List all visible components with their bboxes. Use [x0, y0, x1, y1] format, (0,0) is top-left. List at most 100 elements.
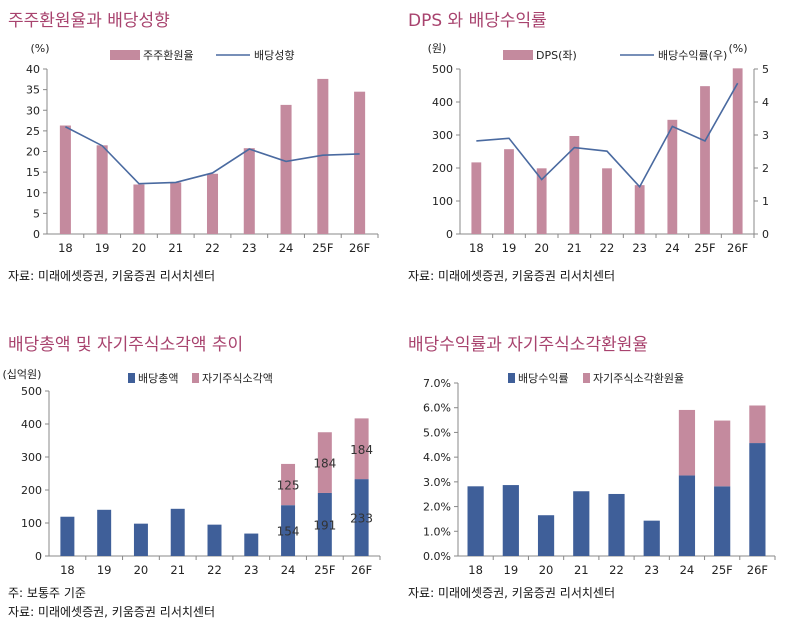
x-tick-label: 26F: [349, 241, 370, 255]
y2-unit-label: (%): [728, 42, 747, 55]
bar: [96, 145, 108, 234]
bar: [354, 418, 369, 480]
y-tick-label: 5.0%: [423, 426, 451, 439]
y2-tick-label: 3: [762, 129, 769, 142]
x-tick-label: 25F: [712, 563, 733, 577]
x-tick-label: 19: [95, 241, 110, 255]
bar: [206, 173, 219, 234]
bar: [504, 149, 514, 234]
data-label: 233: [350, 512, 373, 526]
chart1-source: 자료: 미래에셋증권, 키움증권 리서치센터: [8, 269, 215, 283]
x-tick-label: 26F: [351, 563, 372, 577]
bar: [244, 533, 259, 556]
data-label: 191: [313, 518, 336, 532]
y2-tick-label: 4: [762, 96, 769, 109]
y-tick-label: 10: [26, 187, 40, 200]
y-unit-label: (십억원): [3, 368, 42, 381]
bar: [317, 492, 332, 556]
bar: [60, 516, 75, 556]
bar: [97, 509, 112, 556]
bar: [573, 491, 590, 556]
bar: [678, 409, 696, 476]
y-tick-label: 300: [432, 129, 453, 142]
legend-label: 배당수익률(우): [658, 49, 727, 62]
bar: [749, 443, 766, 556]
y-unit-label: (원): [428, 42, 447, 55]
legend-swatch: [128, 373, 135, 383]
legend-label: 배당성향: [254, 49, 294, 62]
x-tick-label: 19: [504, 563, 519, 577]
bar: [643, 520, 660, 556]
y2-tick-label: 1: [762, 195, 769, 208]
bar: [749, 405, 766, 444]
data-label: 184: [313, 457, 336, 471]
y-tick-label: 30: [26, 104, 40, 117]
legend-swatch: [583, 373, 590, 383]
legend-label: 주주환원율: [143, 49, 194, 62]
x-tick-label: 24: [279, 241, 294, 255]
y-tick-label: 0: [33, 228, 40, 241]
bar: [537, 515, 555, 556]
bar: [281, 463, 296, 506]
x-tick-label: 24: [281, 563, 296, 577]
y-tick-label: 0: [35, 550, 42, 563]
bar: [602, 168, 612, 234]
x-tick-label: 19: [97, 563, 112, 577]
y-tick-label: 1.0%: [423, 525, 451, 538]
chart4-svg: 0.0% 1.0% 2.0% 3.0% 4.0% 5.0% 6.0% 7.0% 18 19 20 21…: [423, 372, 776, 577]
y-tick-label: 200: [432, 162, 453, 175]
y-tick-label: 3.0%: [423, 476, 451, 489]
y-tick-label: 500: [21, 385, 42, 398]
y2-tick-label: 5: [762, 63, 769, 76]
x-tick-label: 18: [60, 563, 75, 577]
y-tick-label: 15: [26, 166, 40, 179]
x-tick-label: 25F: [694, 241, 715, 255]
y-tick-label: 100: [432, 195, 453, 208]
x-tick-label: 23: [644, 563, 659, 577]
bar: [700, 86, 710, 234]
chart1-title: 주주환원율과 배당성향: [8, 11, 170, 31]
y-tick-label: 7.0%: [423, 377, 451, 390]
x-tick-label: 23: [242, 241, 257, 255]
chart3-svg: 0 100 200 300 400 500 18 19 20 21 22 23 24 25F 26F 154 1…: [3, 368, 381, 577]
y2-tick-label: 0: [762, 228, 769, 241]
x-tick-label: 20: [539, 563, 554, 577]
bar: [471, 162, 482, 234]
x-tick-label: 22: [207, 563, 222, 577]
y-tick-label: 500: [432, 63, 453, 76]
x-tick-label: 23: [632, 241, 647, 255]
legend-swatch: [192, 373, 199, 383]
y-tick-label: 20: [26, 146, 40, 159]
legend-label: 자기주식소각액: [202, 372, 273, 385]
x-tick-label: 18: [468, 563, 483, 577]
bar: [243, 148, 255, 234]
bar: [536, 168, 547, 234]
y-tick-label: 40: [26, 63, 40, 76]
x-tick-label: 20: [534, 241, 549, 255]
series-line: [476, 82, 739, 189]
x-tick-label: 19: [502, 241, 517, 255]
chart2-source: 자료: 미래에셋증권, 키움증권 리서치센터: [408, 269, 615, 283]
y-tick-label: 0: [446, 228, 453, 241]
y2-tick-label: 2: [762, 162, 769, 175]
bar: [170, 508, 185, 556]
bar: [59, 125, 71, 234]
bar: [317, 432, 332, 493]
bar: [280, 104, 292, 234]
x-tick-label: 20: [134, 563, 149, 577]
chart3-title: 배당총액 및 자기주식소각액 추이: [8, 335, 244, 355]
y-tick-label: 400: [21, 418, 42, 431]
y-tick-label: 100: [21, 517, 42, 530]
y-tick-label: 200: [21, 484, 42, 497]
x-tick-label: 24: [665, 241, 680, 255]
chart3-note: 주: 보통주 기준: [8, 586, 86, 600]
bar: [207, 524, 222, 556]
legend-label: 배당수익률: [518, 372, 569, 385]
bar: [281, 505, 296, 556]
chart4-title: 배당수익률과 자기주식소각환원율: [408, 335, 649, 355]
y-tick-label: 6.0%: [423, 402, 451, 415]
x-tick-label: 25F: [312, 241, 333, 255]
series-line: [65, 126, 360, 185]
legend-swatch: [110, 50, 140, 60]
data-label: 154: [277, 525, 300, 539]
